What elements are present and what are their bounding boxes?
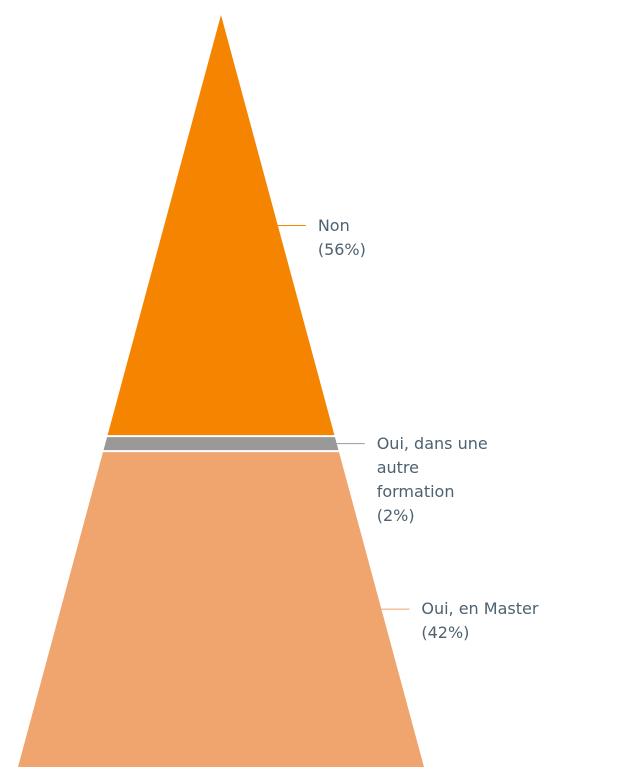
- category-label: Oui, en Master: [421, 599, 539, 619]
- value-label: (2%): [376, 505, 415, 525]
- segment-label: Oui, en Master (42%): [421, 597, 601, 645]
- pyramid-segment: [18, 452, 424, 767]
- value-label: (42%): [421, 623, 470, 643]
- value-label: (56%): [317, 239, 366, 259]
- pyramid-segment: [103, 437, 339, 451]
- category-label: Non: [317, 215, 350, 235]
- pyramid-segment: [107, 15, 335, 436]
- segment-label: Non (56%): [318, 214, 438, 262]
- category-label: Oui, dans une autre formation: [376, 433, 488, 501]
- segment-label: Oui, dans une autre formation (2%): [377, 432, 497, 528]
